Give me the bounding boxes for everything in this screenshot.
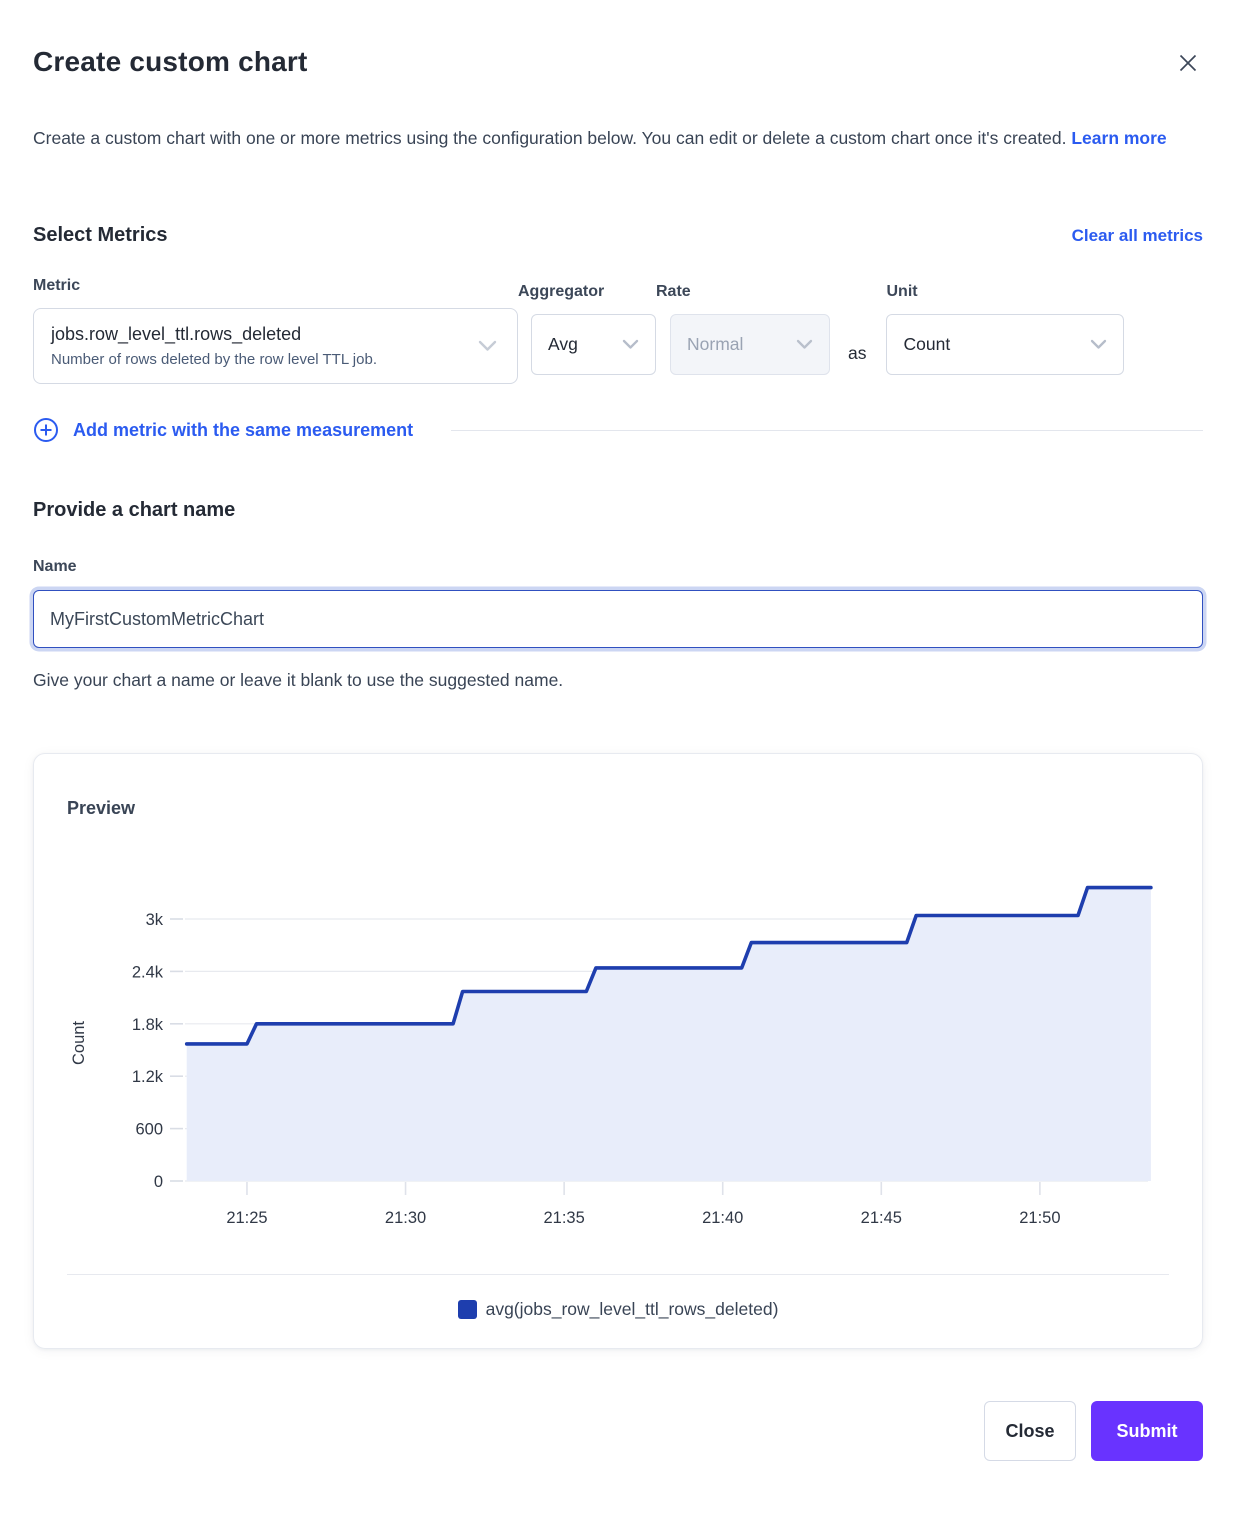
chart-legend: avg(jobs_row_level_ttl_rows_deleted) [67,1290,1169,1328]
svg-text:21:45: 21:45 [861,1209,902,1227]
dialog-description: Create a custom chart with one or more m… [33,119,1183,158]
select-metrics-header: Select Metrics Clear all metrics [33,224,1203,247]
description-text: Create a custom chart with one or more m… [33,128,1067,148]
metric-config-row: Metric jobs.row_level_ttl.rows_deleted N… [33,277,1203,384]
chart-wrap: 0 600 1.2k 1.8k 2.4k 3k 21:25 21:30 21:35 21:40 21… [67,831,1169,1231]
svg-text:21:40: 21:40 [702,1209,743,1227]
clear-all-metrics-link[interactable]: Clear all metrics [1071,226,1203,245]
chevron-down-icon [796,339,813,349]
select-metrics-heading: Select Metrics [33,224,168,246]
metric-select-texts: jobs.row_level_ttl.rows_deleted Number o… [51,324,377,368]
name-label: Name [33,558,77,575]
svg-text:Count: Count [70,1021,88,1065]
rate-field: Rate Normal [656,283,830,375]
svg-text:1.2k: 1.2k [132,1068,164,1086]
svg-text:1.8k: 1.8k [132,1016,164,1034]
rate-label: Rate [656,283,691,300]
unit-field: Unit Count [886,283,1125,375]
svg-text:3k: 3k [146,911,164,929]
rate-select-value: Normal [687,334,744,354]
learn-more-link[interactable]: Learn more [1071,128,1167,148]
aggregator-select-value: Avg [548,334,578,354]
add-metric-button[interactable]: Add metric with the same measurement [33,417,413,443]
chart-name-heading: Provide a chart name [33,499,236,521]
preview-chart: 0 600 1.2k 1.8k 2.4k 3k 21:25 21:30 21:35 21:40 21… [70,885,1153,1227]
add-metric-row: Add metric with the same measurement [33,417,1203,443]
legend-swatch [457,1299,477,1319]
chevron-down-icon [478,340,497,351]
close-icon[interactable] [1173,48,1203,81]
rate-select: Normal [670,314,830,375]
divider [67,1274,1169,1275]
metric-select-value: jobs.row_level_ttl.rows_deleted [51,324,302,344]
metric-select-description: Number of rows deleted by the row level … [51,351,377,368]
svg-text:21:50: 21:50 [1019,1209,1060,1227]
aggregator-select[interactable]: Avg [531,314,656,375]
preview-heading: Preview [67,798,136,818]
chevron-down-icon [1091,339,1107,349]
close-button[interactable]: Close [984,1401,1076,1461]
aggregator-label: Aggregator [518,283,605,300]
svg-text:2.4k: 2.4k [132,963,164,981]
svg-text:21:25: 21:25 [226,1209,267,1227]
svg-text:21:30: 21:30 [385,1209,426,1227]
unit-select-value: Count [903,334,951,354]
create-custom-chart-dialog: Create custom chart Create a custom char… [33,46,1203,1461]
aggregator-field: Aggregator Avg [518,283,656,375]
name-helper-text: Give your chart a name or leave it blank… [33,670,564,690]
metric-label: Metric [33,277,81,294]
divider [451,429,1203,431]
submit-button[interactable]: Submit [1091,1401,1203,1461]
metric-select[interactable]: jobs.row_level_ttl.rows_deleted Number o… [33,308,518,384]
chart-name-input[interactable] [33,590,1203,648]
dialog-header: Create custom chart [33,46,1203,81]
metric-field: Metric jobs.row_level_ttl.rows_deleted N… [33,277,518,384]
svg-text:21:35: 21:35 [543,1209,584,1227]
svg-text:0: 0 [154,1173,163,1191]
add-metric-label: Add metric with the same measurement [73,419,414,440]
unit-select[interactable]: Count [886,314,1125,375]
as-label: as [848,343,867,363]
plus-circle-icon [34,418,58,442]
dialog-footer: Close Submit [33,1401,1203,1461]
chevron-down-icon [622,339,639,349]
legend-label: avg(jobs_row_level_ttl_rows_deleted) [485,1298,779,1319]
page-title: Create custom chart [33,46,308,77]
svg-text:600: 600 [135,1121,163,1139]
preview-card: Preview 0 600 1.2k 1.8k 2.4k 3k 21:25 21:30 21:3… [33,753,1203,1349]
unit-label: Unit [886,283,918,300]
